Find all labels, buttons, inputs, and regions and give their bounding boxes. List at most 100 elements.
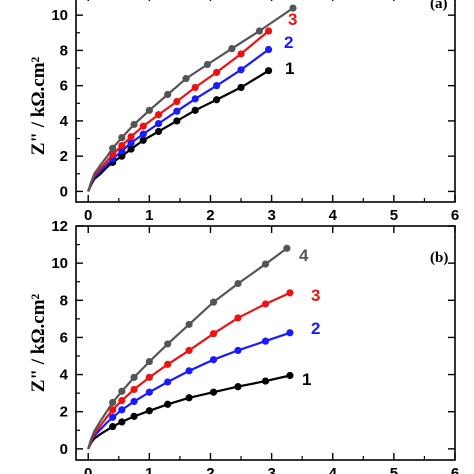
data-point-series-1 — [130, 412, 138, 420]
x-tick-label: 6 — [451, 207, 459, 224]
data-point-series-3 — [109, 406, 117, 414]
data-point-series-3 — [118, 396, 126, 405]
data-point-series-1 — [145, 407, 153, 415]
data-point-series-1 — [139, 136, 147, 144]
data-point-series-3 — [209, 330, 218, 338]
series-label-4: 4 — [299, 246, 309, 265]
chart-panel-a: 0 1 2 3 4 5 6 0 2 4 6 8 10 Z" / kΩ.cm² (a) 1 2 3 — [28, 0, 459, 224]
y-tick-label: 0 — [60, 441, 68, 458]
data-point-series-4 — [289, 4, 297, 12]
data-point-series-2 — [264, 45, 273, 54]
data-point-series-3 — [212, 68, 221, 77]
data-point-series-4 — [130, 373, 138, 381]
x-tick-label: 0 — [84, 207, 92, 224]
y-tick-label: 8 — [60, 292, 68, 309]
data-point-series-4 — [234, 279, 242, 288]
y-tick-label: 6 — [60, 78, 68, 95]
data-point-series-2 — [127, 139, 135, 147]
data-point-series-3 — [154, 111, 163, 119]
data-point-series-2 — [237, 66, 245, 74]
data-point-series-4 — [185, 320, 193, 329]
data-point-series-4 — [283, 244, 291, 252]
data-point-series-2 — [139, 130, 147, 138]
data-point-series-2 — [145, 388, 153, 396]
data-point-series-4 — [118, 134, 126, 142]
data-point-series-1 — [209, 388, 218, 396]
data-point-series-2 — [154, 119, 163, 128]
data-point-series-2 — [286, 329, 294, 337]
data-point-series-3 — [234, 314, 242, 322]
data-point-series-3 — [286, 289, 294, 297]
data-point-series-3 — [264, 27, 273, 35]
data-point-series-4 — [118, 387, 126, 395]
series-label-2: 2 — [311, 319, 320, 338]
data-point-series-1 — [173, 117, 181, 125]
data-point-series-2 — [130, 397, 138, 406]
series-label-1: 1 — [285, 59, 294, 78]
data-point-series-2 — [164, 378, 172, 386]
x-tick-label: 6 — [451, 465, 459, 474]
data-point-series-3 — [118, 141, 126, 150]
data-point-series-3 — [164, 360, 172, 368]
data-point-series-4 — [109, 398, 117, 407]
data-point-series-3 — [237, 50, 245, 58]
data-point-series-2 — [261, 337, 270, 345]
data-point-series-2 — [209, 356, 218, 364]
y-tick-label: 4 — [60, 367, 69, 384]
plot-frame — [75, 225, 456, 461]
y-tick-label: 2 — [60, 404, 68, 421]
data-point-series-2 — [118, 406, 126, 414]
x-tick-label: 5 — [390, 465, 398, 474]
data-point-series-4 — [182, 75, 190, 83]
data-point-series-4 — [209, 298, 218, 306]
data-point-series-4 — [145, 106, 153, 114]
data-point-series-4 — [164, 90, 172, 99]
data-point-series-3 — [130, 385, 138, 394]
data-point-series-1 — [127, 145, 135, 153]
data-point-series-3 — [139, 122, 147, 130]
y-tick-label: 10 — [51, 7, 68, 24]
data-point-series-4 — [130, 120, 138, 129]
x-tick-label: 3 — [267, 465, 275, 474]
data-point-series-2 — [185, 367, 193, 375]
y-tick-label: 4 — [60, 113, 69, 130]
data-point-series-1 — [234, 383, 242, 391]
data-point-series-1 — [261, 377, 270, 385]
data-point-series-1 — [118, 418, 126, 426]
data-point-series-4 — [164, 340, 172, 348]
data-point-series-3 — [185, 346, 193, 355]
x-tick-label: 1 — [145, 207, 153, 224]
data-point-series-4 — [145, 357, 153, 366]
x-tick-label: 4 — [329, 207, 338, 224]
data-point-series-2 — [234, 346, 242, 355]
data-point-series-3 — [127, 133, 135, 141]
data-point-series-1 — [185, 394, 193, 402]
series-label-3: 3 — [311, 286, 320, 305]
data-point-series-4 — [228, 45, 236, 53]
series-label-3: 3 — [288, 10, 297, 29]
data-point-series-2 — [191, 95, 199, 103]
y-tick-label: 12 — [51, 218, 68, 235]
y-tick-label: 8 — [60, 42, 68, 59]
panel-label: (b) — [430, 250, 448, 266]
data-point-series-3 — [191, 83, 199, 92]
data-point-series-3 — [173, 97, 181, 106]
x-tick-label: 5 — [390, 207, 398, 224]
y-tick-label: 2 — [60, 148, 68, 165]
data-point-series-1 — [191, 106, 199, 114]
data-point-series-2 — [109, 413, 117, 421]
panel-label: (a) — [430, 0, 448, 12]
data-point-series-1 — [237, 83, 245, 92]
data-point-series-4 — [261, 260, 270, 268]
data-point-series-1 — [286, 371, 294, 380]
y-tick-label: 6 — [60, 329, 68, 346]
data-point-series-3 — [145, 373, 153, 381]
x-tick-label: 1 — [145, 465, 153, 474]
x-tick-label: 2 — [206, 207, 214, 224]
data-point-series-4 — [255, 27, 263, 35]
data-point-series-3 — [261, 300, 270, 308]
data-point-series-1 — [118, 152, 126, 160]
y-tick-label: 0 — [60, 183, 68, 200]
data-point-series-4 — [203, 60, 212, 69]
